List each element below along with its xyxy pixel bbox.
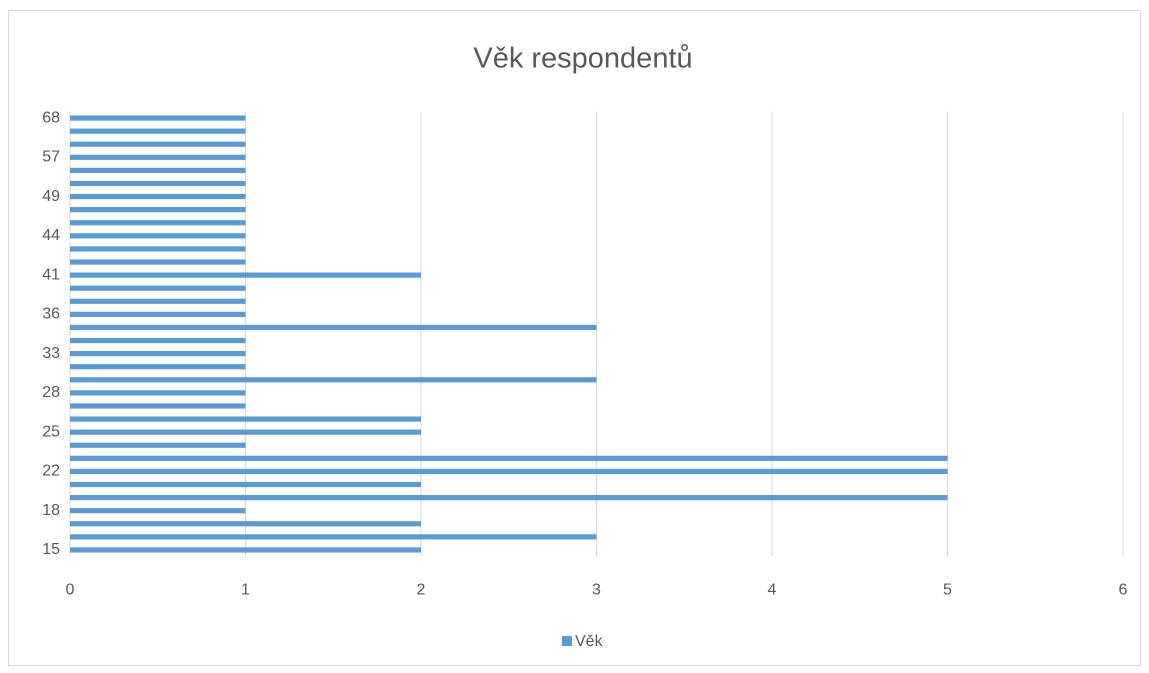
- bar: [70, 534, 597, 540]
- x-tick-label: 0: [66, 582, 75, 599]
- y-tick-label: 22: [42, 463, 60, 480]
- bar: [70, 193, 246, 200]
- y-tick-label: 68: [42, 109, 60, 126]
- legend-label: Věk: [575, 633, 604, 650]
- bar: [70, 311, 246, 317]
- bar: [70, 337, 246, 344]
- bar: [70, 285, 246, 291]
- bar: [70, 154, 246, 160]
- x-tick-label: 4: [768, 582, 777, 599]
- chart-title: Věk respondentů: [473, 43, 692, 75]
- bar: [70, 128, 246, 134]
- bar: [70, 403, 246, 409]
- x-tick-label: 2: [417, 582, 426, 599]
- bar: [70, 351, 246, 357]
- y-tick-label: 15: [42, 541, 60, 558]
- x-tick-label: 3: [592, 582, 601, 599]
- bar: [70, 521, 421, 527]
- bar: [70, 416, 421, 422]
- bar: [70, 167, 246, 173]
- bar: [70, 377, 597, 383]
- bar: [70, 272, 421, 278]
- x-tick-label: 5: [943, 582, 952, 599]
- bar: [70, 115, 246, 121]
- bar: [70, 141, 246, 147]
- bar: [70, 364, 246, 370]
- bar: [70, 508, 246, 514]
- bar: [70, 390, 246, 396]
- bar: [70, 180, 246, 187]
- y-tick-label: 18: [42, 502, 60, 519]
- bar: [70, 468, 948, 475]
- bar: [70, 455, 948, 461]
- bar: [70, 324, 597, 331]
- y-tick-label: 28: [42, 384, 60, 401]
- bar: [70, 220, 246, 226]
- bar: [70, 207, 246, 213]
- bar: [70, 233, 246, 239]
- x-tick-label: 1: [241, 582, 250, 599]
- bar: [70, 259, 246, 265]
- bar: [70, 246, 246, 252]
- y-tick-label: 25: [42, 423, 60, 440]
- y-tick-label: 41: [42, 266, 60, 283]
- bar: [70, 298, 246, 304]
- y-tick-label: 44: [42, 227, 60, 244]
- x-tick-label: 6: [1119, 582, 1128, 599]
- y-tick-label: 57: [42, 149, 60, 166]
- legend-swatch: [562, 636, 572, 646]
- bar: [70, 495, 948, 501]
- bar: [70, 429, 421, 435]
- y-tick-label: 36: [42, 306, 60, 323]
- bar: [70, 547, 421, 553]
- y-tick-label: 33: [42, 345, 60, 362]
- bar: [70, 481, 421, 488]
- y-tick-label: 49: [42, 188, 60, 205]
- bar: [70, 442, 246, 448]
